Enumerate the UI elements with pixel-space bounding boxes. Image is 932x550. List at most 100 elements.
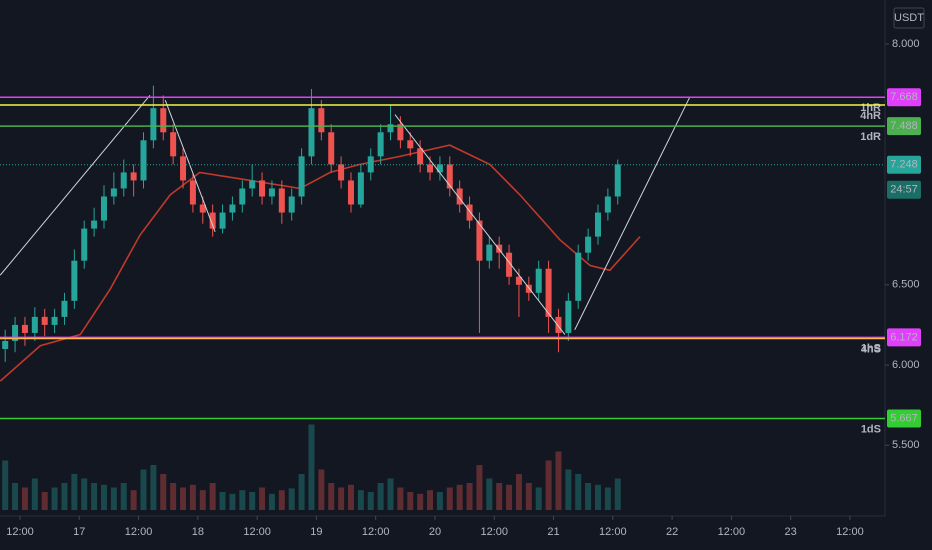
volume-bar bbox=[209, 483, 216, 510]
countdown: 24:57 bbox=[890, 184, 918, 196]
volume-bar bbox=[298, 474, 305, 510]
candle-body bbox=[298, 156, 305, 197]
volume-bar bbox=[565, 469, 572, 510]
volume-bar bbox=[249, 492, 256, 510]
candle-body bbox=[278, 188, 285, 213]
level-price-box bbox=[887, 117, 921, 136]
volume-bar bbox=[357, 490, 364, 510]
volume-bar bbox=[31, 478, 38, 510]
volume-bar bbox=[417, 493, 424, 510]
level-price-box bbox=[887, 409, 921, 428]
level-tag: 1hS bbox=[861, 342, 881, 354]
volume-bar bbox=[308, 424, 315, 510]
candle-body bbox=[377, 132, 384, 157]
currency: USDT bbox=[894, 12, 924, 24]
volume-bar bbox=[288, 488, 295, 510]
x-tick-label: 18 bbox=[192, 526, 204, 538]
volume-bar bbox=[140, 469, 147, 510]
candle-body bbox=[219, 212, 226, 229]
candle-body bbox=[21, 324, 28, 333]
countdown-box bbox=[887, 180, 921, 199]
candle-body bbox=[91, 220, 98, 229]
level-price: 7.488 bbox=[890, 120, 918, 132]
candle-body bbox=[61, 300, 68, 317]
level-tag: 1dS bbox=[861, 423, 881, 435]
candle-body bbox=[199, 204, 206, 213]
candle-body bbox=[397, 124, 404, 141]
volume-bar bbox=[604, 487, 611, 510]
volume-bar bbox=[594, 484, 601, 510]
volume-bar bbox=[150, 465, 157, 510]
x-tick-label: 12:00 bbox=[836, 526, 864, 538]
volume-bar bbox=[189, 484, 196, 510]
volume-bar bbox=[219, 492, 226, 510]
x-tick-label: 12:00 bbox=[243, 526, 271, 538]
volume-bar bbox=[51, 487, 58, 510]
volume-bar bbox=[456, 484, 463, 510]
volume-bar bbox=[407, 492, 414, 510]
candle-body bbox=[515, 276, 522, 285]
volume-bar bbox=[41, 492, 48, 510]
x-tick-label: 12:00 bbox=[480, 526, 508, 538]
candle-body bbox=[427, 164, 434, 173]
candle-body bbox=[466, 204, 473, 221]
candle-body bbox=[347, 180, 354, 205]
y-tick-label: 6.500 bbox=[892, 279, 920, 291]
candle-body bbox=[575, 252, 582, 301]
y-tick-label: 6.000 bbox=[892, 359, 920, 371]
volume-bar bbox=[545, 460, 552, 510]
volume-bar bbox=[71, 474, 78, 510]
volume-bar bbox=[318, 469, 325, 510]
candle-body bbox=[387, 124, 394, 133]
level-price-box bbox=[887, 328, 921, 347]
candle-body bbox=[288, 196, 295, 213]
candle-body bbox=[525, 284, 532, 293]
candle-body bbox=[229, 204, 236, 213]
candle-body bbox=[614, 164, 621, 197]
volume-bar bbox=[170, 483, 177, 510]
volume-bar bbox=[110, 487, 117, 510]
volume-bar bbox=[614, 478, 621, 510]
candle-body bbox=[268, 188, 275, 197]
volume-bar bbox=[367, 492, 374, 510]
volume-bar bbox=[229, 493, 236, 510]
x-tick-label: 12:00 bbox=[6, 526, 34, 538]
last-price-box bbox=[887, 155, 921, 174]
volume-bar bbox=[268, 493, 275, 510]
candle-body bbox=[12, 324, 19, 341]
level-price: 7.668 bbox=[890, 91, 918, 103]
volume-bar bbox=[120, 483, 127, 510]
trendline bbox=[0, 95, 151, 276]
y-tick-label: 8.000 bbox=[892, 38, 920, 50]
y-tick-label: 5.500 bbox=[892, 439, 920, 451]
candle-body bbox=[140, 140, 147, 181]
candle-body bbox=[476, 220, 483, 261]
volume-bar bbox=[446, 487, 453, 510]
candle-body bbox=[318, 108, 325, 133]
candle-body bbox=[357, 172, 364, 205]
volume-bar bbox=[81, 478, 88, 510]
x-tick-label: 12:00 bbox=[362, 526, 390, 538]
level-tag: 4hR bbox=[860, 110, 881, 122]
volume-bar bbox=[160, 474, 167, 510]
x-tick-label: 22 bbox=[666, 526, 678, 538]
volume-bar bbox=[555, 451, 562, 510]
candle-body bbox=[120, 172, 127, 189]
trendline bbox=[394, 114, 566, 335]
volume-bar bbox=[12, 483, 19, 510]
x-tick-label: 23 bbox=[785, 526, 797, 538]
candle-body bbox=[209, 212, 216, 229]
level-price: 5.667 bbox=[890, 412, 918, 424]
level-price-box bbox=[887, 88, 921, 107]
volume-bar bbox=[486, 478, 493, 510]
candle-body bbox=[81, 228, 88, 261]
level-price: 6.172 bbox=[890, 331, 918, 343]
trendline bbox=[574, 96, 691, 330]
x-tick-label: 19 bbox=[310, 526, 322, 538]
candle-body bbox=[338, 164, 345, 181]
last-price: 7.248 bbox=[890, 159, 918, 171]
candle-body bbox=[446, 164, 453, 189]
volume-bar bbox=[278, 490, 285, 510]
